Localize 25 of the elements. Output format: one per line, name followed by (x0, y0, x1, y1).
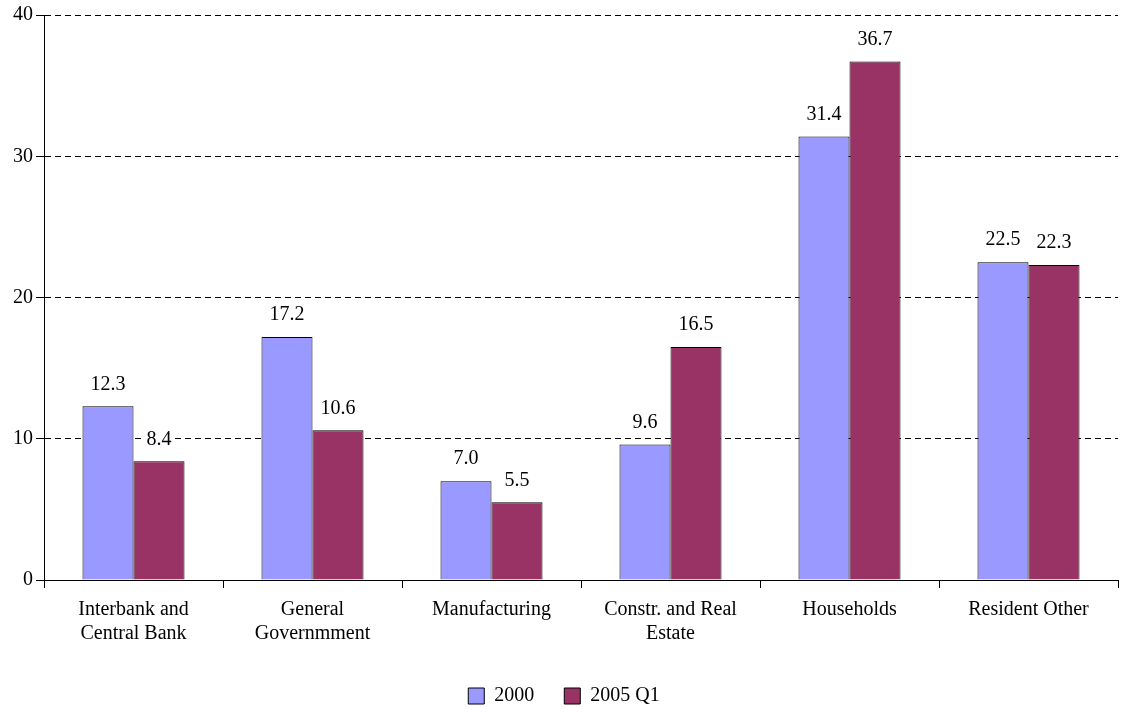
data-label: 7.0 (453, 446, 479, 469)
data-label: 9.6 (632, 409, 658, 432)
data-label: 16.5 (678, 312, 714, 335)
x-tick-label: Manufacturing (432, 597, 551, 621)
y-tick-label: 20 (13, 284, 33, 307)
y-tick-label: 40 (13, 2, 33, 25)
x-tick-label: General Governmment (254, 597, 371, 644)
data-label: 5.5 (504, 467, 530, 490)
data-label: 8.4 (146, 426, 172, 449)
data-label: 10.6 (320, 395, 356, 418)
legend-label: 2005 Q1 (590, 683, 660, 706)
x-tick-label: Resident Other (968, 597, 1090, 620)
data-label: 22.5 (985, 227, 1021, 250)
legend-label: 2000 (494, 683, 535, 706)
x-tick-label: Constr. and Real Estate (604, 597, 738, 644)
data-label: 17.2 (269, 302, 305, 325)
y-tick-label: 0 (23, 567, 33, 590)
y-tick-label: 30 (13, 143, 33, 166)
data-label: 22.3 (1036, 230, 1072, 253)
x-tick-label: Households (802, 597, 897, 620)
y-tick-label: 10 (13, 426, 33, 448)
data-label: 12.3 (90, 371, 126, 394)
x-tick-label: Interbank and Central Bank (78, 597, 189, 644)
data-label: 31.4 (806, 101, 842, 124)
data-label: 36.7 (857, 26, 893, 49)
